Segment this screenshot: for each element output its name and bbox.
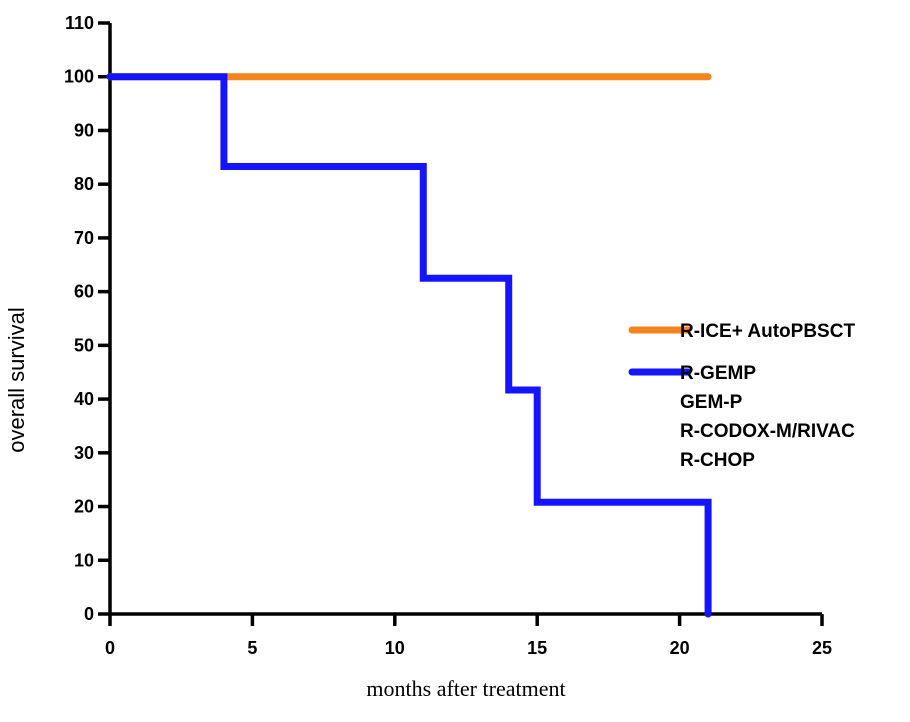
y-tick-label: 100 — [64, 67, 94, 87]
legend: R-ICE+ AutoPBSCT R-GEMP GEM-P R-CODOX-M/RIV… — [628, 321, 855, 471]
y-tick-label: 90 — [74, 120, 94, 140]
y-tick-label: 40 — [74, 389, 94, 409]
y-tick-label: 50 — [74, 335, 94, 355]
y-tick-label: 30 — [74, 443, 94, 463]
legend-label: R-CHOP — [680, 450, 755, 471]
series-line-2 — [106, 73, 712, 618]
legend-label: R-GEMP — [680, 363, 756, 384]
y-tick-label: 70 — [74, 228, 94, 248]
x-axis-label: months after treatment — [366, 676, 565, 701]
x-tick-label: 10 — [385, 638, 405, 658]
x-tick-label: 15 — [527, 638, 547, 658]
y-tick-label: 80 — [74, 174, 94, 194]
y-tick-label: 20 — [74, 497, 94, 517]
series-lines — [106, 73, 712, 618]
legend-label: GEM-P — [680, 392, 743, 413]
y-tick-label: 60 — [74, 282, 94, 302]
legend-label: R-ICE+ AutoPBSCT — [680, 321, 855, 342]
y-tick-label: 10 — [74, 550, 94, 570]
y-axis-label: overall survival — [4, 307, 29, 453]
x-tick-label: 25 — [812, 638, 832, 658]
legend-label: R-CODOX-M/RIVAC — [680, 421, 855, 442]
x-tick-label: 20 — [670, 638, 690, 658]
x-tick-label: 0 — [105, 638, 115, 658]
y-tick-label: 0 — [84, 604, 94, 624]
x-tick-label: 5 — [247, 638, 257, 658]
y-tick-label: 110 — [65, 13, 94, 33]
axes: 0 10 20 30 40 50 60 70 80 90 100 110 0 5 10 15 20 25 — [64, 13, 832, 658]
